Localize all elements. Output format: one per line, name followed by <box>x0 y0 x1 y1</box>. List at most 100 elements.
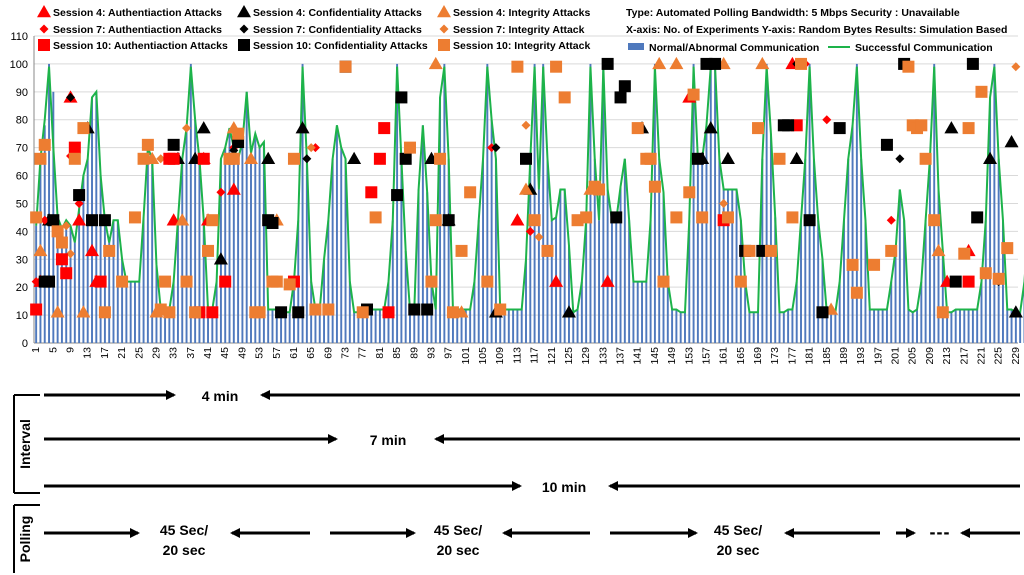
bar <box>507 309 510 343</box>
bar <box>744 281 747 343</box>
marker-point <box>72 213 87 226</box>
bar <box>129 281 132 343</box>
marker-point <box>275 306 288 319</box>
marker-point <box>163 306 176 319</box>
bar <box>443 63 446 344</box>
bar <box>65 220 68 343</box>
bar <box>559 189 562 343</box>
marker-point <box>196 121 211 134</box>
bar <box>606 189 609 343</box>
marker-point <box>116 275 129 288</box>
bar <box>417 189 420 343</box>
x-tick-label: 49 <box>236 347 248 359</box>
chart-area: 0 10 20 30 40 50 60 70 80 90 100 110 1 5 9 13 17 21 25 29 3… <box>10 5 1024 365</box>
bar <box>959 309 961 343</box>
marker-point <box>31 277 41 287</box>
bar <box>82 175 85 343</box>
marker-point <box>425 275 438 288</box>
x-tick-label: 217 <box>958 347 970 365</box>
bar <box>598 220 601 343</box>
marker-point <box>206 214 219 227</box>
bar <box>134 281 136 343</box>
bar <box>421 125 424 344</box>
marker-point <box>1011 62 1021 72</box>
bar <box>709 63 712 344</box>
marker-point <box>992 272 1005 285</box>
y-tick-label: 10 <box>16 310 28 322</box>
marker-point <box>306 143 316 153</box>
bar <box>374 309 377 343</box>
marker-point <box>103 244 116 257</box>
bar <box>348 281 351 343</box>
marker-point <box>55 236 68 249</box>
bar <box>426 192 429 343</box>
polling-item-line2: 20 sec <box>437 542 480 558</box>
bar <box>370 309 373 343</box>
marker-point <box>782 119 795 132</box>
bar <box>211 309 214 343</box>
marker-point <box>696 211 709 224</box>
interval-row-label: 4 min <box>202 388 239 404</box>
bar <box>138 281 141 343</box>
bar <box>112 220 115 343</box>
bar <box>451 309 454 343</box>
bar <box>589 63 592 344</box>
bar <box>237 158 240 343</box>
bar <box>353 312 356 343</box>
bar <box>181 158 184 343</box>
x-tick-label: 177 <box>786 347 798 365</box>
bar <box>563 189 566 343</box>
bar <box>301 63 304 344</box>
bar <box>335 125 338 344</box>
polling-item-line1: 45 Sec/ <box>160 522 208 538</box>
x-tick-label: 141 <box>632 347 644 365</box>
legend-marker <box>39 24 49 34</box>
y-tick-label: 60 <box>16 171 28 183</box>
x-tick-label: 33 <box>168 347 180 359</box>
legend-label: Session 10: Confidentiality Attacks <box>253 40 428 52</box>
y-tick-label: 90 <box>16 87 28 99</box>
bar <box>494 158 497 343</box>
timeline-diagram: Interval Polling 4 min 7 min 10 min 45 S… <box>13 388 1020 573</box>
bar <box>791 309 794 343</box>
x-tick-label: 109 <box>494 347 506 365</box>
bar <box>718 158 721 343</box>
bar <box>121 259 124 343</box>
marker-point <box>98 214 111 227</box>
interval-row-4min: 4 min <box>44 388 1020 404</box>
marker-point <box>226 182 241 195</box>
marker-point <box>229 145 239 155</box>
bar <box>219 158 222 343</box>
polling-item-line1: 45 Sec/ <box>434 522 482 538</box>
marker-point <box>66 92 76 102</box>
marker-point <box>73 189 86 202</box>
marker-point <box>558 91 571 104</box>
marker-point <box>219 275 232 288</box>
marker-point <box>931 243 946 257</box>
marker-point <box>378 122 391 135</box>
bar <box>890 281 893 343</box>
legend-marker <box>238 39 250 51</box>
bar <box>99 175 102 343</box>
bar <box>971 309 974 343</box>
bar <box>881 309 884 343</box>
x-tick-label: 5 <box>47 347 59 353</box>
bar <box>903 220 906 343</box>
marker-point <box>395 91 408 104</box>
legend-marker <box>38 39 50 51</box>
bar <box>409 309 411 343</box>
bar <box>580 281 583 343</box>
marker-point <box>421 303 434 316</box>
bar <box>460 309 463 343</box>
polling-label: Polling <box>17 516 33 563</box>
bar <box>920 281 923 343</box>
bar <box>262 142 265 343</box>
marker-point <box>137 152 150 165</box>
bar <box>821 259 824 343</box>
bar <box>885 309 888 343</box>
bar <box>1010 309 1013 343</box>
marker-point <box>455 244 468 257</box>
marker-point <box>232 127 245 140</box>
marker-point <box>428 56 443 70</box>
x-tick-label: 213 <box>941 347 953 365</box>
